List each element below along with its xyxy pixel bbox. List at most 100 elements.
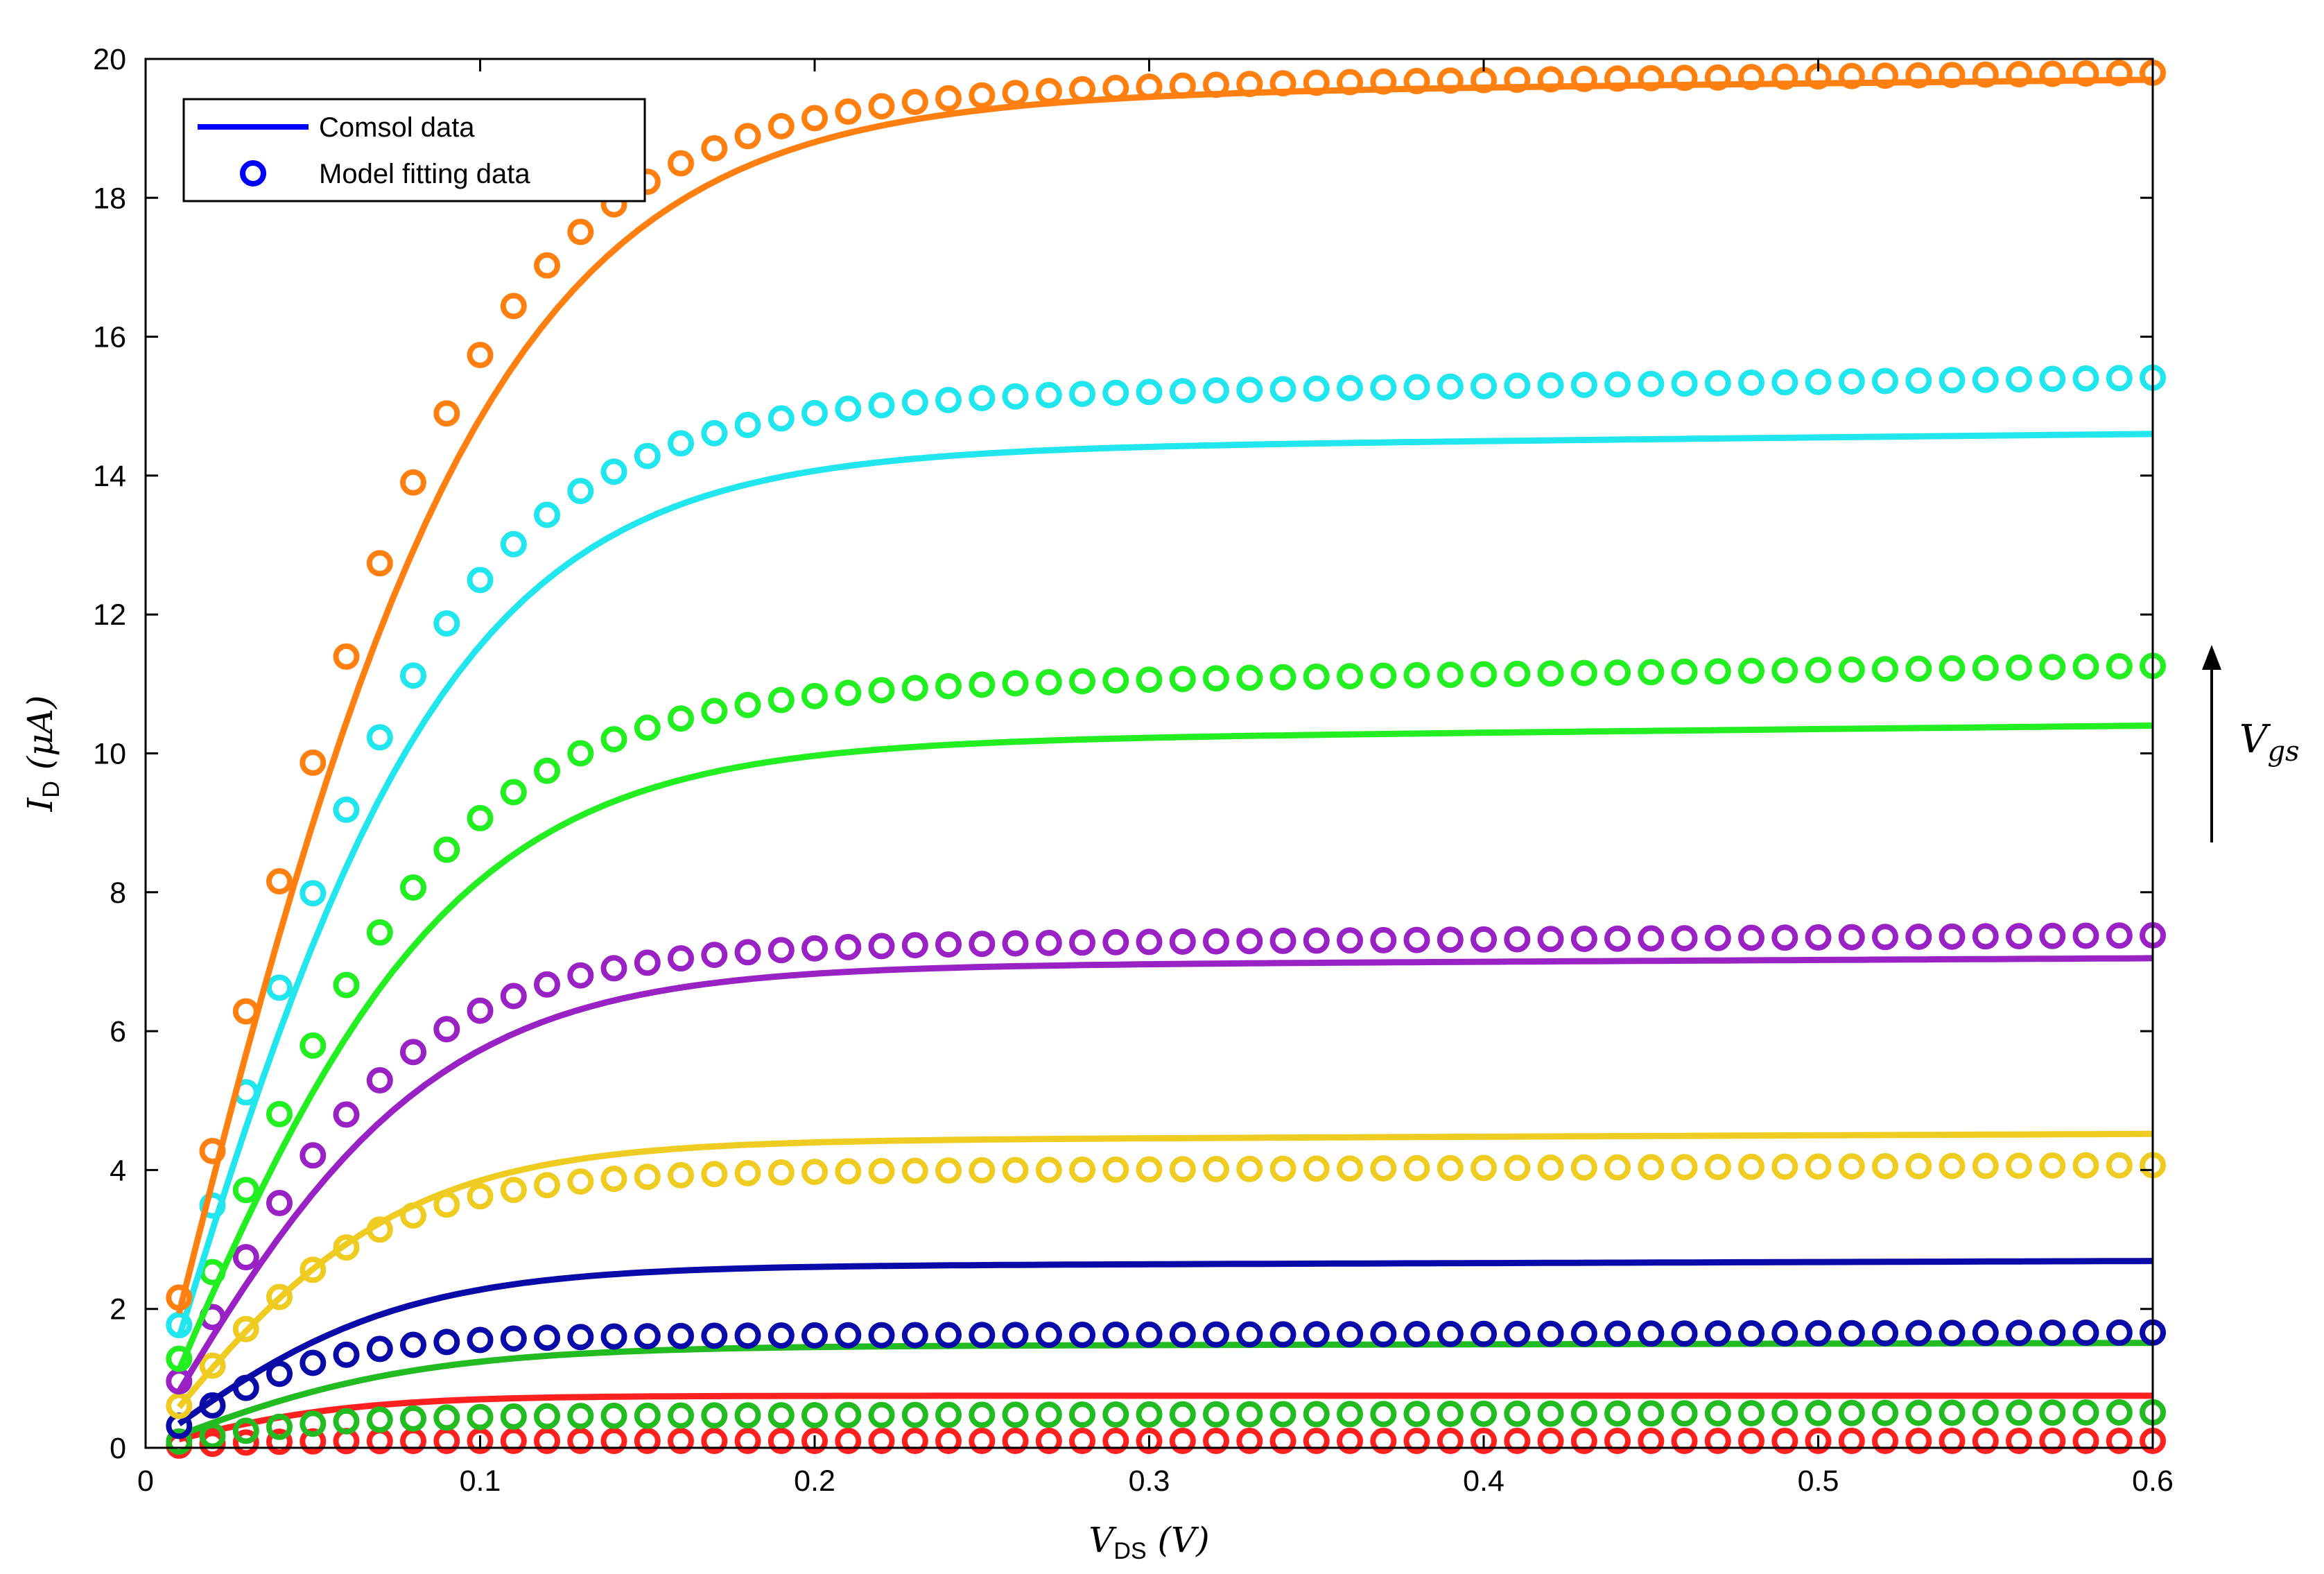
model-point	[600, 726, 627, 753]
model-point	[400, 1405, 426, 1432]
model-point	[1303, 1321, 1330, 1348]
y-tick-label: 20	[93, 43, 126, 76]
model-point	[1035, 668, 1062, 695]
model-point	[1704, 924, 1731, 951]
y-tick-label: 10	[93, 738, 126, 771]
y-tick-label: 12	[93, 598, 126, 632]
model-point	[1570, 1400, 1597, 1427]
y-tick-label: 0	[110, 1432, 126, 1465]
model-point	[1403, 1154, 1430, 1182]
y-tick-label: 18	[93, 182, 126, 215]
model-point	[1905, 367, 1932, 394]
model-point	[1203, 71, 1229, 98]
model-point	[1604, 371, 1631, 398]
model-point	[801, 1428, 828, 1454]
model-point	[1905, 1399, 1932, 1426]
model-point	[1704, 64, 1731, 91]
model-point	[935, 1401, 962, 1428]
model-point	[1403, 1321, 1430, 1347]
x-tick-label: 0.4	[1463, 1464, 1504, 1498]
model-point	[1537, 926, 1564, 953]
model-point	[1102, 1321, 1129, 1348]
model-point	[1905, 655, 1932, 682]
model-point	[1972, 655, 1999, 682]
model-point	[768, 113, 795, 139]
comsol-line-series-6	[175, 431, 2153, 1339]
model-point	[400, 874, 426, 901]
model-point	[1939, 1152, 1966, 1179]
model-point	[366, 1067, 393, 1093]
model-point	[1069, 381, 1095, 408]
model-point	[1069, 76, 1095, 103]
model-point	[734, 1159, 761, 1186]
model-point	[1838, 62, 1865, 89]
model-point	[467, 342, 494, 368]
model-point	[734, 1428, 761, 1454]
model-point	[1370, 926, 1397, 953]
model-point	[969, 385, 996, 412]
model-point	[1905, 1320, 1932, 1347]
model-point	[467, 1183, 494, 1210]
model-point	[734, 1322, 761, 1349]
model-point	[2006, 654, 2032, 681]
model-point	[1203, 1156, 1229, 1182]
model-point	[1838, 924, 1865, 951]
model-point	[835, 1158, 862, 1185]
model-point	[366, 724, 393, 751]
model-point	[1236, 1428, 1263, 1454]
model-point	[1504, 1428, 1531, 1454]
model-point	[1570, 926, 1597, 952]
model-point	[768, 1428, 795, 1454]
model-point	[868, 93, 895, 120]
model-point	[1570, 1320, 1597, 1347]
model-point	[1771, 1153, 1798, 1180]
model-point	[400, 1202, 426, 1229]
model-point	[734, 123, 761, 150]
model-point	[1236, 928, 1263, 955]
model-point	[1738, 1320, 1764, 1347]
model-point	[1771, 1320, 1798, 1347]
model-point	[2072, 1320, 2099, 1346]
model-point	[1303, 927, 1330, 954]
model-point	[1805, 657, 1832, 684]
model-point	[1570, 1428, 1597, 1454]
model-point	[1471, 1154, 1497, 1182]
model-point	[1370, 374, 1397, 401]
model-point	[534, 501, 560, 528]
model-point	[199, 1352, 226, 1379]
model-point	[433, 1016, 460, 1043]
model-point	[868, 933, 895, 960]
model-point	[1136, 1156, 1163, 1183]
model-point	[701, 135, 728, 162]
model-point	[1370, 1321, 1397, 1348]
model-point	[634, 1428, 661, 1454]
model-point	[2106, 652, 2133, 680]
model-point	[1939, 655, 1966, 682]
model-point	[1939, 1428, 1966, 1454]
model-point	[534, 1324, 560, 1351]
model-point	[835, 1428, 862, 1454]
model-point	[1069, 668, 1095, 695]
model-point	[1905, 924, 1932, 950]
model-point	[166, 1284, 193, 1311]
model-point	[2106, 365, 2133, 392]
model-point	[1671, 1400, 1698, 1427]
model-point	[366, 1216, 393, 1243]
model-point	[2006, 1152, 2032, 1179]
model-point	[333, 643, 360, 670]
model-point	[1269, 376, 1297, 403]
model-point	[1604, 925, 1631, 952]
model-point	[1002, 383, 1029, 410]
model-point	[2039, 1152, 2066, 1179]
model-point	[1805, 368, 1832, 395]
model-point	[500, 779, 527, 806]
model-point	[500, 530, 527, 557]
model-point	[768, 1159, 795, 1186]
vgs-annotation: Vgs	[2202, 645, 2300, 842]
model-point	[2106, 922, 2133, 949]
model-point	[801, 682, 828, 709]
model-point	[1504, 1320, 1531, 1347]
model-point	[166, 1311, 193, 1338]
y-tick-label: 16	[93, 321, 126, 354]
model-point	[1504, 926, 1531, 953]
